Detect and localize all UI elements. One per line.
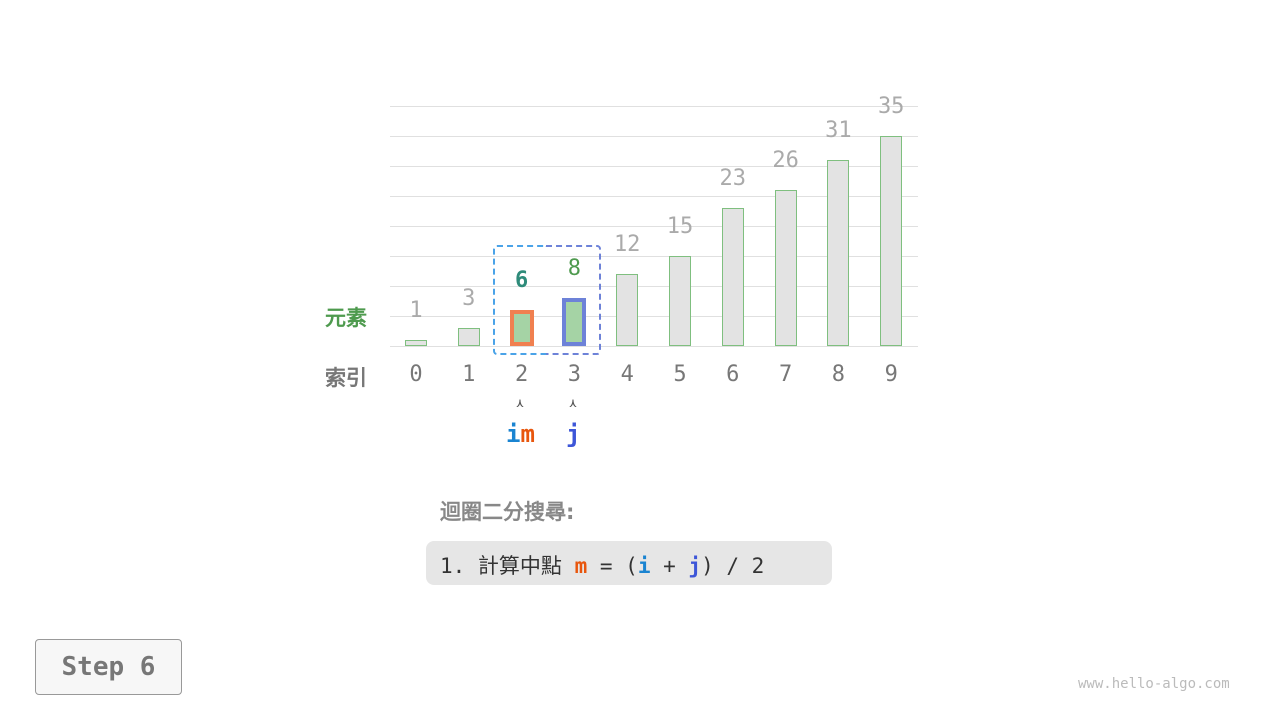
formula-j: j	[688, 554, 702, 578]
value-label-1: 3	[462, 286, 476, 311]
index-label-5: 5	[673, 362, 687, 387]
formula-eq: = (	[587, 554, 638, 578]
bar-9	[880, 136, 903, 346]
step-formula: 1. 計算中點 m = (i + j) / 2	[426, 541, 832, 585]
grid-line	[390, 226, 918, 227]
bar-4	[616, 274, 639, 346]
index-label-7: 7	[778, 362, 793, 387]
formula-i: i	[637, 554, 651, 578]
formula-m: m	[574, 554, 588, 578]
pointer-j: j	[566, 420, 581, 448]
grid-line	[390, 316, 918, 317]
value-label-6: 23	[719, 166, 747, 191]
caption-title: 迴圈二分搜尋:	[440, 500, 575, 524]
value-label-4: 12	[613, 232, 641, 257]
formula-prefix: 1. 計算中點	[440, 554, 575, 578]
index-label-6: 6	[726, 362, 740, 387]
bar-5	[669, 256, 691, 346]
grid-line	[390, 256, 918, 257]
bar-2	[509, 310, 534, 346]
elements-row-label: 元素	[325, 306, 367, 330]
index-label-1: 1	[462, 362, 476, 387]
value-label-8: 31	[825, 118, 852, 143]
value-label-3: 8	[567, 256, 582, 281]
bar-3	[562, 298, 587, 346]
index-label-3: 3	[567, 362, 582, 387]
value-label-2: 6	[514, 268, 529, 293]
step-label: Step 6	[35, 639, 182, 695]
index-label-4: 4	[620, 362, 634, 387]
grid-line	[390, 286, 918, 287]
index-row-label: 索引	[325, 366, 367, 390]
index-label-8: 8	[831, 362, 846, 387]
watermark: www.hello-algo.com	[1078, 676, 1230, 692]
index-label-2: 2	[514, 362, 529, 387]
pointer-m: m	[520, 420, 535, 448]
formula-plus: +	[650, 554, 689, 578]
value-label-9: 35	[877, 94, 905, 119]
grid-line	[390, 106, 918, 107]
bar-6	[721, 208, 744, 346]
search-range-right-bracket	[546, 245, 601, 355]
bar-8	[827, 160, 850, 346]
grid-line	[390, 136, 918, 137]
index-label-9: 9	[884, 362, 898, 387]
index-label-0: 0	[409, 362, 423, 387]
pointer-i: i	[506, 420, 521, 448]
value-label-7: 26	[772, 148, 799, 173]
bar-0	[405, 340, 427, 346]
value-label-5: 15	[666, 214, 694, 239]
pointer-arrow-icon: ⋏	[516, 396, 524, 410]
value-label-0: 1	[409, 298, 423, 323]
bar-7	[774, 190, 797, 346]
grid-line	[390, 166, 918, 167]
grid-line	[390, 196, 918, 197]
formula-tail: ) / 2	[701, 554, 765, 578]
pointer-arrow-icon: ⋏	[569, 396, 577, 410]
bar-1	[457, 328, 480, 346]
search-range-left-bracket	[493, 245, 548, 355]
grid-line	[390, 346, 918, 347]
